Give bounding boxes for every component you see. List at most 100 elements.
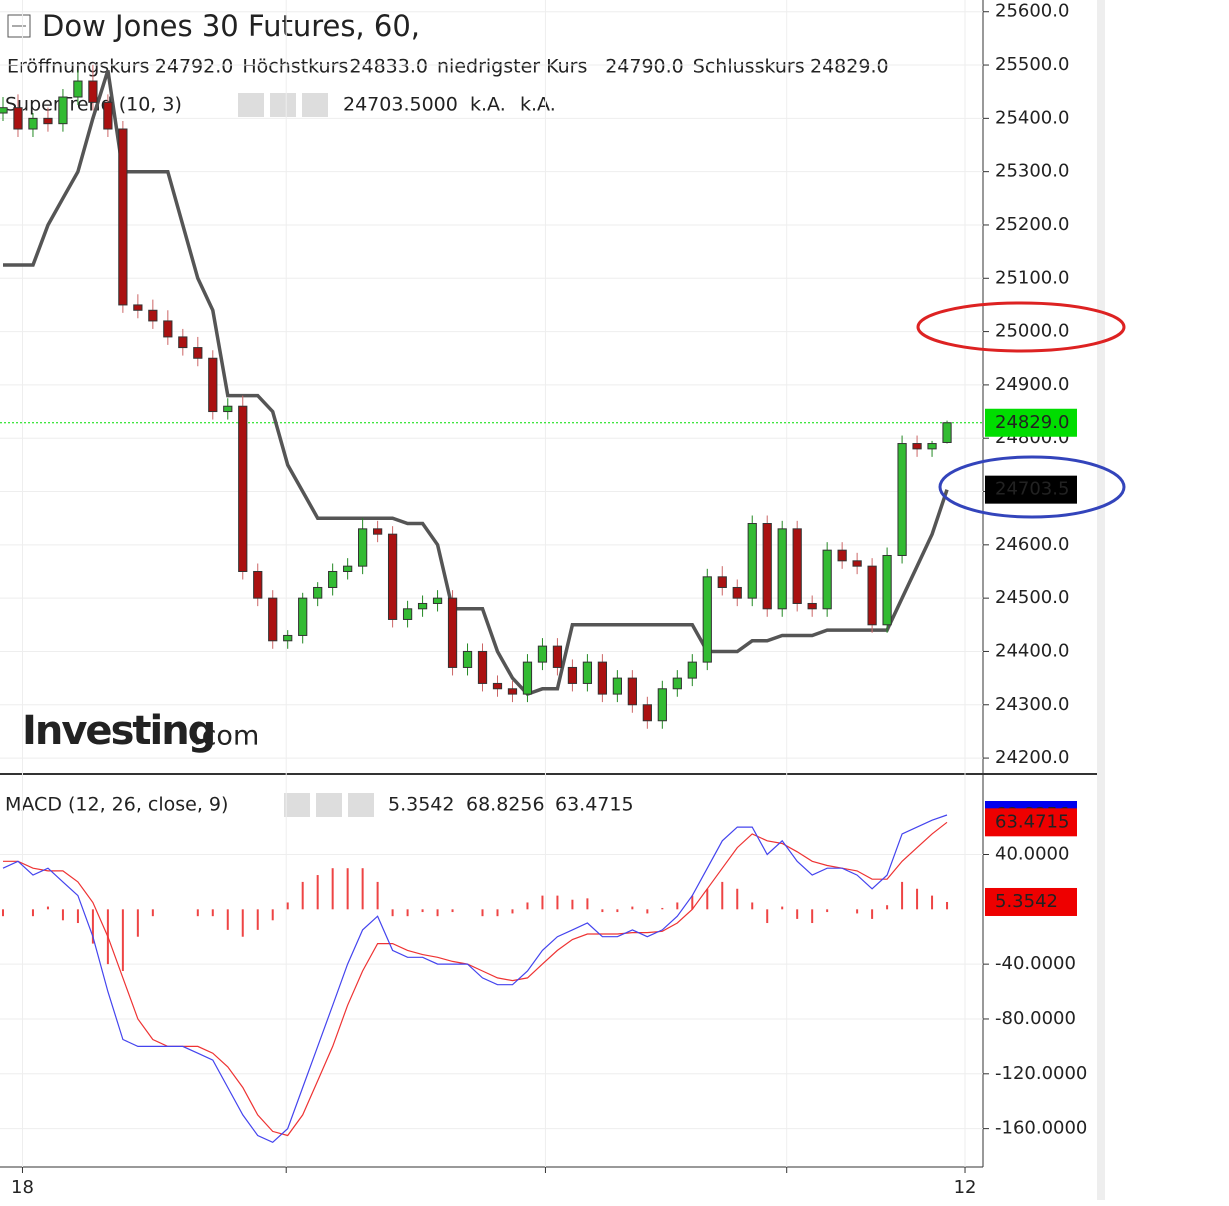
y-tick-label: 25000.0: [995, 321, 1069, 342]
histogram-bar: [616, 909, 619, 913]
candle-body: [43, 117, 53, 125]
candle-body: [358, 528, 368, 567]
ohlc-value: 24792.0: [155, 56, 234, 78]
histogram-bar: [691, 895, 694, 910]
value-tag: [985, 887, 1077, 916]
eye-button[interactable]: [238, 93, 264, 117]
histogram-bar: [196, 909, 199, 917]
close-button[interactable]: [348, 793, 374, 817]
value-tag-label: 63.4715: [995, 811, 1069, 832]
candle-body: [717, 576, 727, 588]
histogram-bar: [271, 909, 274, 921]
y-tick-label: 25400.0: [995, 107, 1069, 128]
histogram-bar: [301, 881, 304, 910]
histogram-bar: [556, 895, 559, 910]
histogram-bar: [151, 909, 154, 917]
histogram-bar: [1, 909, 4, 917]
candle-body: [328, 570, 338, 588]
candle-body: [268, 597, 278, 642]
candle-body: [807, 602, 817, 610]
histogram-bar: [121, 909, 124, 971]
settings-button[interactable]: [316, 793, 342, 817]
histogram-bar: [391, 909, 394, 917]
candle-body: [897, 443, 907, 556]
ohlc-value: 24829.0: [810, 56, 889, 78]
y-tick-label: -80.0000: [995, 1008, 1076, 1029]
candle-body: [777, 528, 787, 610]
histogram-bar: [781, 906, 784, 910]
x-tick-label: 18: [11, 1177, 34, 1198]
histogram-bar: [91, 909, 94, 944]
histogram-bar: [751, 902, 754, 910]
histogram-bar: [571, 899, 574, 910]
candle-body: [28, 117, 38, 130]
ohlc-label: niedrigster Kurs: [437, 56, 587, 78]
histogram-bar: [601, 909, 604, 913]
candle-body: [507, 688, 518, 695]
candle-body: [837, 549, 847, 562]
chart-title: Dow Jones 30 Futures, 60,: [42, 9, 420, 43]
histogram-bar: [436, 909, 439, 917]
histogram-bar: [871, 909, 874, 919]
histogram-bar: [406, 909, 409, 917]
settings-button[interactable]: [270, 93, 296, 117]
histogram-bar: [661, 907, 664, 910]
macd-title: MACD (12, 26, close, 9): [5, 794, 228, 816]
histogram-bar: [346, 868, 349, 910]
indicator-value: 24703.5000: [343, 94, 458, 116]
histogram-bar: [316, 875, 319, 910]
ohlc-label: Schlusskurs: [693, 56, 805, 78]
watermark: .com: [193, 721, 259, 752]
eye-button[interactable]: [284, 793, 310, 817]
histogram-bar: [286, 902, 289, 910]
collapse-button[interactable]: [7, 14, 31, 38]
histogram-bar: [586, 898, 589, 910]
candle-body: [417, 602, 428, 610]
histogram-bar: [241, 909, 244, 937]
candle-body: [597, 661, 608, 695]
candle-body: [387, 533, 398, 620]
candle-body: [747, 523, 757, 599]
candle-body: [402, 608, 413, 620]
candle-body: [627, 677, 637, 706]
candle-body: [912, 443, 922, 450]
ohlc-label: Eröffnungskurs: [7, 56, 149, 78]
histogram-bar: [916, 888, 919, 910]
candle-body: [537, 645, 548, 663]
histogram-bar: [646, 909, 649, 914]
price-tag-label: 24703.5: [995, 479, 1069, 500]
y-tick-label: 24400.0: [995, 640, 1069, 661]
histogram-bar: [211, 909, 214, 917]
watermark: Investing: [22, 708, 214, 754]
histogram-bar: [721, 881, 724, 910]
close-button[interactable]: [302, 93, 328, 117]
x-tick-label: 12: [954, 1177, 977, 1198]
candle-body: [567, 666, 578, 684]
candle-body: [867, 565, 877, 626]
histogram-bar: [451, 909, 454, 913]
macd-legend-value: 5.3542: [388, 794, 454, 816]
y-tick-label: 24500.0: [995, 587, 1069, 608]
y-tick-label: -40.0000: [995, 953, 1076, 974]
histogram-bar: [676, 902, 679, 910]
candle-body: [492, 682, 503, 690]
y-tick-label: -120.0000: [995, 1063, 1087, 1084]
y-tick-label: 25500.0: [995, 54, 1069, 75]
macd-legend-value: 68.8256: [466, 794, 545, 816]
candle-body: [103, 101, 113, 130]
histogram-bar: [541, 895, 544, 910]
candle-body: [522, 661, 533, 695]
candle-body: [372, 528, 383, 535]
histogram-bar: [511, 909, 514, 914]
candle-body: [238, 405, 248, 572]
candle-body: [343, 565, 353, 572]
y-tick-label: 24600.0: [995, 534, 1069, 555]
histogram-bar: [331, 868, 334, 910]
histogram-bar: [796, 909, 799, 919]
ohlc-label: Höchstkurs: [242, 56, 348, 78]
candle-body: [657, 688, 667, 722]
candle-body: [612, 677, 622, 695]
value-tag-label: 5.3542: [995, 891, 1058, 912]
histogram-bar: [61, 909, 64, 921]
candle-body: [178, 336, 188, 349]
